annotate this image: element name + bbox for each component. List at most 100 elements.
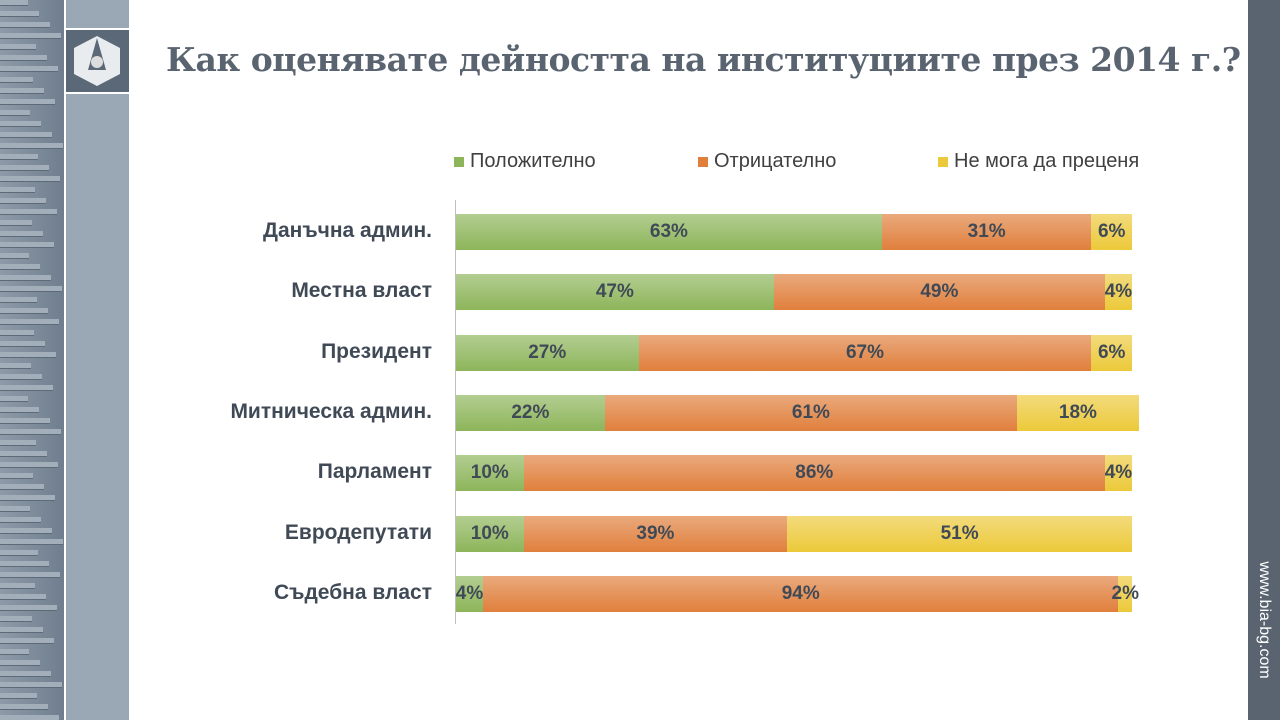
data-label: 18%: [1058, 401, 1097, 423]
bar-segment: 10%: [456, 515, 524, 552]
data-label: 2%: [1111, 582, 1139, 604]
stripe: [0, 121, 41, 127]
stripe: [0, 44, 36, 50]
stripe: [0, 286, 62, 292]
stripe: [0, 187, 35, 193]
stripe: [0, 682, 62, 688]
stripe: [0, 88, 44, 94]
data-label: 86%: [795, 462, 834, 484]
category-label: Евродепутати: [284, 520, 432, 544]
y-axis: [455, 200, 456, 624]
stripe: [0, 539, 63, 545]
data-label: 61%: [791, 401, 830, 423]
page-title: Как оценявате дейността на институциите …: [166, 40, 1241, 79]
data-label: 49%: [920, 281, 959, 303]
logo-icon: [66, 28, 129, 94]
right-bar: [1248, 0, 1280, 720]
bar-segment: 94%: [483, 575, 1119, 612]
stripe: [0, 154, 38, 160]
data-label: 4%: [1104, 462, 1133, 484]
stripe: [0, 572, 60, 578]
stripe: [0, 583, 35, 589]
bar-segment: 27%: [456, 334, 639, 371]
category-label: Данъчна админ.: [263, 219, 432, 242]
data-label: 51%: [940, 522, 979, 544]
bar-segment: 39%: [523, 515, 788, 552]
data-label: 22%: [511, 401, 550, 423]
stripe: [0, 627, 43, 633]
bar-segment: 51%: [787, 515, 1132, 552]
stripe: [0, 242, 54, 248]
legend-swatch: [698, 156, 708, 167]
stripe: [0, 33, 61, 39]
legend-label: Положително: [470, 150, 596, 172]
stripe: [0, 22, 50, 28]
stripe: [0, 143, 63, 149]
data-label: 67%: [845, 341, 884, 363]
data-label: 10%: [470, 522, 509, 544]
legend-item: Отрицателно: [698, 150, 836, 173]
category-label: Парламент: [317, 460, 432, 484]
data-label: 94%: [781, 582, 820, 604]
stripe: [0, 55, 47, 61]
data-label: 31%: [967, 221, 1006, 242]
stripe: [0, 407, 39, 413]
stripe: [0, 297, 37, 303]
stripe: [0, 209, 57, 215]
stripe: [0, 66, 58, 72]
stripe: [0, 462, 58, 468]
stripe: [0, 110, 30, 116]
bar-segment: 63%: [456, 214, 882, 250]
stripe: [0, 231, 43, 237]
stripe: [0, 352, 56, 358]
stripe: [0, 429, 61, 435]
stripe: [0, 517, 41, 523]
stripe: [0, 715, 59, 720]
bar-segment: 18%: [1017, 394, 1139, 431]
legend-item: Положително: [454, 150, 596, 173]
stripe: [0, 594, 46, 600]
stripe: [0, 374, 42, 380]
legend-label: Не мога да преценя: [954, 150, 1140, 172]
decorative-stripes: [0, 0, 64, 720]
stripe: [0, 418, 50, 424]
stripe: [0, 616, 32, 622]
bar-segment: 61%: [604, 394, 1018, 431]
stripe: [0, 132, 52, 138]
legend-swatch: [938, 156, 948, 167]
stripe: [0, 561, 49, 567]
bar-segment: 6%: [1091, 334, 1132, 371]
legend-swatch: [454, 156, 464, 167]
category-label: Президент: [321, 339, 432, 363]
bar-segment: 6%: [1091, 214, 1132, 250]
stripe: [0, 341, 45, 347]
bar-segment: 22%: [456, 394, 605, 431]
data-label: 6%: [1097, 341, 1126, 363]
stripe: [0, 165, 49, 171]
data-label: 6%: [1097, 221, 1126, 242]
stripe: [0, 308, 48, 314]
stripe: [0, 451, 47, 457]
legend-label: Отрицателно: [714, 150, 837, 172]
stripe: [0, 506, 30, 512]
stripe: [0, 363, 31, 369]
website-link[interactable]: www.bia-bg.com: [1256, 561, 1273, 679]
data-label: 4%: [1104, 281, 1133, 303]
stripe: [0, 198, 46, 204]
bar-segment: 4%: [456, 575, 483, 612]
stripe: [0, 495, 55, 501]
stripe: [0, 693, 37, 699]
category-label: Съдебна власт: [274, 580, 432, 604]
bar-segment: 47%: [456, 274, 774, 311]
bar-segment: 2%: [1112, 575, 1139, 612]
stripe: [0, 264, 40, 270]
data-label: 47%: [595, 281, 634, 303]
legend-item: Не мога да преценя: [938, 150, 1139, 173]
stripe: [0, 660, 40, 666]
stripe: [0, 99, 55, 105]
stripe: [0, 77, 33, 83]
bar-segment: 4%: [1104, 274, 1133, 311]
stripe: [0, 319, 59, 325]
bar-segment: 86%: [523, 455, 1105, 492]
stripe: [0, 330, 34, 336]
